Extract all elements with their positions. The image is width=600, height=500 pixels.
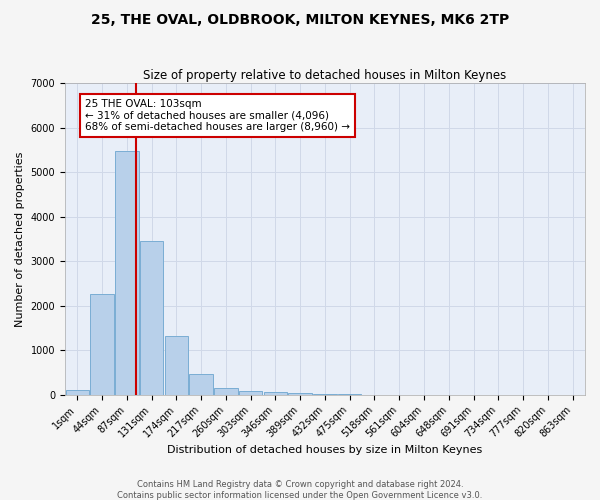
Text: Contains HM Land Registry data © Crown copyright and database right 2024.
Contai: Contains HM Land Registry data © Crown c… xyxy=(118,480,482,500)
Bar xyxy=(289,393,312,394)
Bar xyxy=(65,390,89,394)
Bar xyxy=(115,151,139,394)
Bar xyxy=(263,392,287,394)
Bar xyxy=(140,241,163,394)
X-axis label: Distribution of detached houses by size in Milton Keynes: Distribution of detached houses by size … xyxy=(167,445,482,455)
Title: Size of property relative to detached houses in Milton Keynes: Size of property relative to detached ho… xyxy=(143,69,506,82)
Text: 25, THE OVAL, OLDBROOK, MILTON KEYNES, MK6 2TP: 25, THE OVAL, OLDBROOK, MILTON KEYNES, M… xyxy=(91,12,509,26)
Bar xyxy=(214,388,238,394)
Bar xyxy=(90,294,114,394)
Bar xyxy=(190,374,213,394)
Text: 25 THE OVAL: 103sqm
← 31% of detached houses are smaller (4,096)
68% of semi-det: 25 THE OVAL: 103sqm ← 31% of detached ho… xyxy=(85,98,350,132)
Y-axis label: Number of detached properties: Number of detached properties xyxy=(15,152,25,326)
Bar xyxy=(164,336,188,394)
Bar xyxy=(239,390,262,394)
